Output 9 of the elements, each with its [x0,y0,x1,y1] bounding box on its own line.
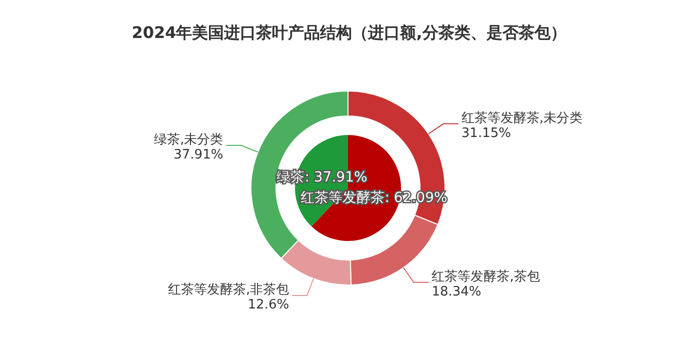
slice-label: 红茶等发酵茶,未分类 [461,110,583,126]
data-label: 12.6% [248,297,290,312]
data-label: 18.34% [432,284,482,300]
data-label: 37.91% [174,147,224,162]
slice-label: 红茶等发酵茶,茶包 [432,269,540,284]
slice-label: 绿茶,未分类 [154,132,224,148]
slice-label: 红茶等发酵茶,非茶包 [168,282,290,298]
data-label: 31.15% [461,126,511,141]
chart-title: 2024年美国进口茶叶产品结构（进口额,分茶类、是否茶包） [132,23,566,42]
